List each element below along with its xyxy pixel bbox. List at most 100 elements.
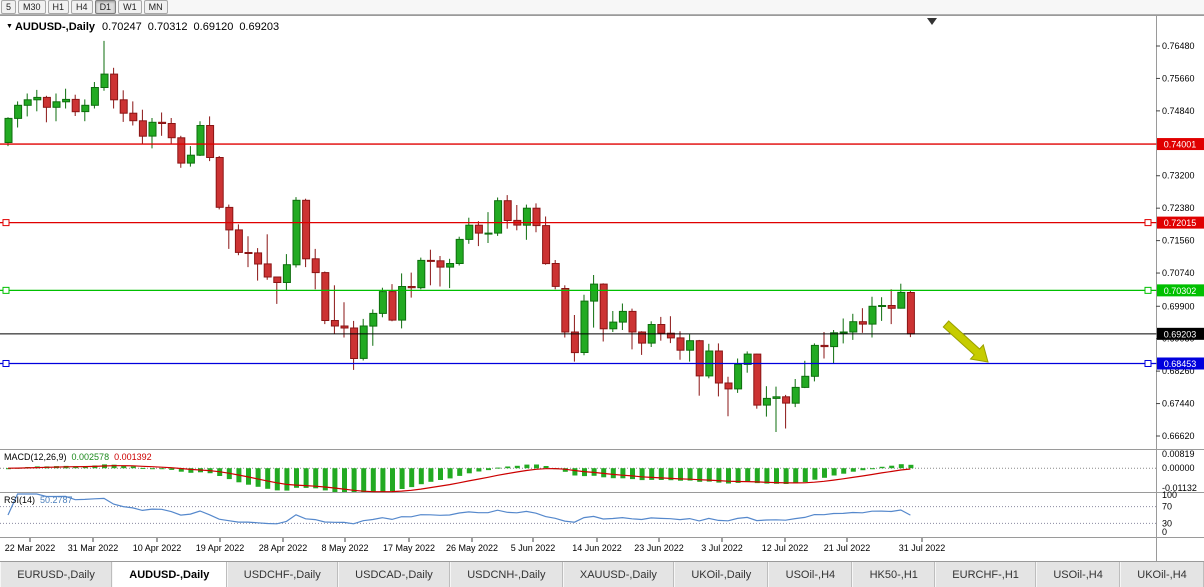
price-tag	[1157, 138, 1204, 151]
svg-text:31 Mar 2022: 31 Mar 2022	[68, 543, 119, 553]
svg-text:0.76480: 0.76480	[1162, 41, 1195, 51]
svg-text:0.75660: 0.75660	[1162, 73, 1195, 83]
ohlc-low: 0.69120	[193, 21, 234, 33]
price-tag	[1157, 216, 1204, 229]
macd-main-value: 0.002578	[71, 452, 110, 462]
horizontal-line[interactable]: 0.72015	[0, 216, 1204, 229]
arrow-annotation[interactable]	[942, 320, 989, 363]
timeframe-toolbar: 5 M30 H1 H4 D1 W1 MN	[0, 0, 1204, 15]
svg-text:26 May 2022: 26 May 2022	[446, 543, 498, 553]
line-handle[interactable]	[1144, 286, 1152, 294]
svg-text:0.68260: 0.68260	[1162, 366, 1195, 376]
chart-shift-marker-icon	[927, 18, 937, 25]
svg-text:3 Jul 2022: 3 Jul 2022	[701, 543, 743, 553]
line-handle[interactable]	[2, 286, 10, 294]
chart-tab[interactable]: USDCAD-,Daily	[337, 562, 451, 587]
macd-indicator-label: MACD(12,26,9) 0.002578 0.001392	[4, 452, 152, 462]
symbol-marker-icon: ▼	[6, 23, 13, 30]
rsi-name: RSI(14)	[4, 495, 36, 505]
svg-text:70: 70	[1162, 502, 1172, 512]
timeframe-button-h1[interactable]: H1	[47, 0, 70, 14]
svg-text:10 Apr 2022: 10 Apr 2022	[133, 543, 182, 553]
macd-signal-value: 0.001392	[114, 452, 152, 462]
svg-text:19 Apr 2022: 19 Apr 2022	[196, 543, 245, 553]
svg-text:31 Jul 2022: 31 Jul 2022	[899, 543, 946, 553]
line-handle[interactable]	[2, 359, 10, 367]
svg-text:0.66620: 0.66620	[1162, 431, 1195, 441]
svg-text:-0.01132: -0.01132	[1162, 483, 1197, 493]
svg-text:0.72015: 0.72015	[1164, 218, 1197, 228]
svg-text:0.00000: 0.00000	[1162, 463, 1195, 473]
candles	[4, 40, 915, 432]
svg-text:0.70740: 0.70740	[1162, 268, 1195, 278]
chart-tab[interactable]: USDCHF-,Daily	[226, 562, 338, 587]
timeframe-button-w1[interactable]: W1	[118, 0, 142, 14]
chart-tab[interactable]: UKOil-,H4	[1120, 562, 1204, 587]
ohlc-close: 0.69203	[239, 21, 280, 33]
svg-text:22 Mar 2022: 22 Mar 2022	[5, 543, 56, 553]
timeframe-button-h4[interactable]: H4	[71, 0, 93, 14]
svg-text:23 Jun 2022: 23 Jun 2022	[634, 543, 684, 553]
svg-text:0.74001: 0.74001	[1164, 140, 1197, 150]
price-tag	[1157, 357, 1204, 370]
chart-tab[interactable]: XAUUSD-,Daily	[562, 562, 675, 587]
date-axis[interactable]: 22 Mar 2022 31 Mar 2022 10 Apr 2022 19 Apr …	[5, 538, 946, 553]
timeframe-button-d1[interactable]: D1	[94, 0, 117, 14]
svg-text:12 Jul 2022: 12 Jul 2022	[762, 543, 809, 553]
svg-text:100: 100	[1162, 490, 1177, 500]
chart-tab[interactable]: USDCNH-,Daily	[450, 562, 563, 587]
macd-signal-line	[7, 465, 911, 493]
svg-text:0.73200: 0.73200	[1162, 171, 1195, 181]
svg-text:0.71560: 0.71560	[1162, 236, 1195, 246]
svg-text:0.74840: 0.74840	[1162, 106, 1195, 116]
line-handle[interactable]	[1144, 359, 1152, 367]
horizontal-line[interactable]: 0.70302	[0, 284, 1204, 297]
horizontal-line[interactable]: 0.74001	[0, 138, 1204, 151]
horizontal-line[interactable]: 0.68453	[0, 357, 1204, 370]
price-tag	[1157, 284, 1204, 297]
price-axis[interactable]: 0.76480 0.75660 0.74840 0.73200 0.72380 0.715…	[1156, 41, 1195, 441]
svg-text:0.69203: 0.69203	[1164, 329, 1197, 339]
chart-canvas[interactable]: 0.76480 0.75660 0.74840 0.73200 0.72380 0.715…	[0, 0, 1204, 561]
chart-title: ▼ AUDUSD-,Daily 0.70247 0.70312 0.69120 0.692…	[6, 21, 285, 33]
ohlc-open: 0.70247	[102, 21, 142, 33]
svg-text:30: 30	[1162, 518, 1172, 528]
chart-tab[interactable]: EURCHF-,H1	[935, 562, 1037, 587]
svg-text:0.67440: 0.67440	[1162, 399, 1195, 409]
chart-tab[interactable]: EURUSD-,Daily	[0, 562, 113, 587]
svg-text:28 Apr 2022: 28 Apr 2022	[259, 543, 308, 553]
svg-text:14 Jun 2022: 14 Jun 2022	[572, 543, 622, 553]
chart-tab-bar: EURUSD-,Daily AUDUSD-,Daily USDCHF-,Daily U…	[0, 561, 1204, 587]
timeframe-button-mn[interactable]: MN	[143, 0, 168, 14]
svg-text:8 May 2022: 8 May 2022	[321, 543, 368, 553]
svg-text:0.72380: 0.72380	[1162, 203, 1195, 213]
line-handle[interactable]	[2, 219, 10, 227]
svg-text:5 Jun 2022: 5 Jun 2022	[511, 543, 556, 553]
svg-text:0.69900: 0.69900	[1162, 301, 1195, 311]
macd-name: MACD(12,26,9)	[4, 452, 67, 462]
rsi-value: 50.2787	[40, 495, 73, 505]
svg-text:17 May 2022: 17 May 2022	[383, 543, 435, 553]
chart-tab[interactable]: AUDUSD-,Daily	[112, 562, 227, 587]
svg-text:0.68453: 0.68453	[1164, 359, 1197, 369]
chart-tab[interactable]: UKOil-,Daily	[674, 562, 769, 587]
chart-tab[interactable]: HK50-,H1	[852, 562, 936, 587]
timeframe-button-m30[interactable]: M30	[18, 0, 46, 14]
svg-text:0.70302: 0.70302	[1164, 286, 1197, 296]
svg-text:0: 0	[1162, 527, 1167, 537]
svg-text:21 Jul 2022: 21 Jul 2022	[824, 543, 871, 553]
ohlc-high: 0.70312	[147, 21, 188, 33]
chart-tab[interactable]: USOil-,H4	[768, 562, 853, 587]
current-price-line: 0.69203	[0, 327, 1204, 340]
rsi-line	[7, 493, 911, 525]
rsi-panel: 100 70 300	[0, 490, 1177, 537]
line-handle[interactable]	[1144, 219, 1152, 227]
chart-tab[interactable]: USOil-,H4	[1036, 562, 1121, 587]
svg-text:0.00819: 0.00819	[1162, 449, 1195, 459]
chart-symbol-period: AUDUSD-,Daily	[14, 21, 96, 33]
pane-separators	[0, 15, 1204, 561]
macd-histogram	[6, 464, 914, 492]
timeframe-button-5[interactable]: 5	[1, 0, 17, 14]
current-price-tag	[1157, 327, 1204, 340]
rsi-indicator-label: RSI(14) 50.2787	[4, 495, 73, 505]
